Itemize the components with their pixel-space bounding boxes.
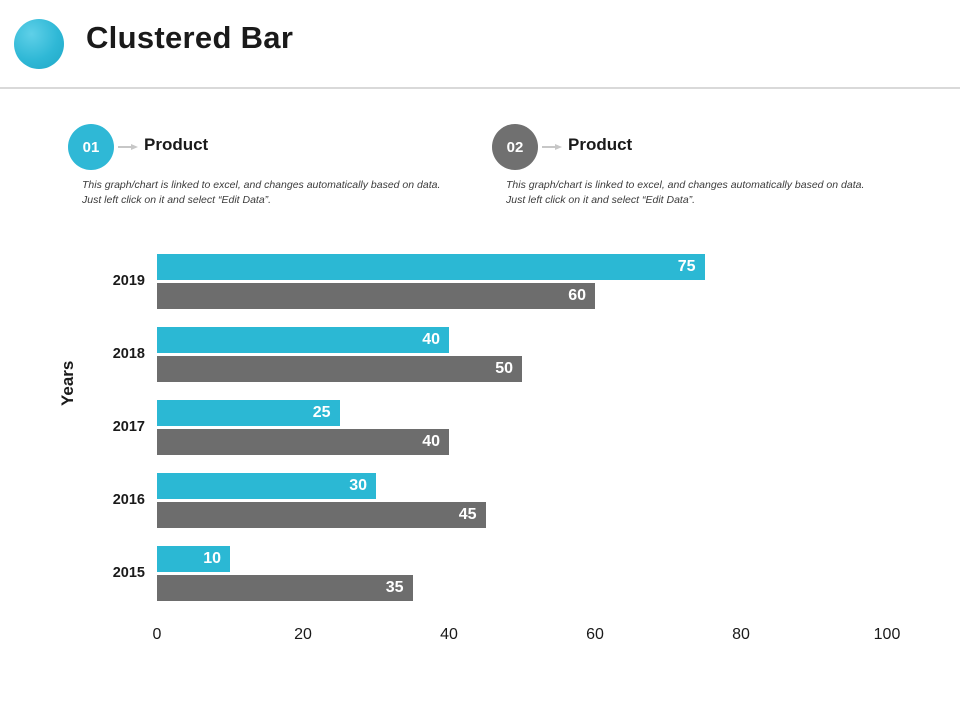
bar-value-label: 10	[203, 550, 221, 567]
x-tick-label: 80	[732, 626, 750, 643]
x-tick-label: 0	[152, 626, 162, 643]
bar[interactable]: 40	[157, 429, 449, 455]
bar-value-label: 45	[458, 506, 477, 523]
bar-group: 2019 75 60	[113, 254, 887, 310]
arrow-right-icon	[542, 144, 564, 150]
x-tick-label: 100	[873, 626, 901, 643]
bar[interactable]: 10	[157, 546, 230, 572]
blue-circle-logo-icon	[14, 19, 64, 69]
category-label: 2018	[112, 346, 145, 362]
bar-group: 2017 25 40	[113, 400, 887, 456]
y-axis-title: Years	[58, 360, 77, 406]
bar-value-label: 60	[568, 287, 586, 304]
clustered-bar-chart: Years 2019 75 60 2018 40 50 2017 25 40 2016 30 45 20…	[0, 236, 960, 656]
category-label: 2017	[112, 419, 145, 435]
header-divider	[0, 87, 960, 89]
bar-value-label: 40	[422, 331, 440, 348]
callout-badge-01: 01	[68, 124, 114, 170]
callout-body-02: This graph/chart is linked to excel, and…	[506, 179, 865, 207]
callout-body-01: This graph/chart is linked to excel, and…	[82, 179, 441, 207]
category-label: 2016	[112, 492, 145, 508]
bar[interactable]: 30	[157, 473, 376, 499]
bar[interactable]: 40	[157, 327, 449, 353]
callout-title-02: Product	[568, 135, 633, 154]
bar-value-label: 25	[312, 404, 331, 421]
x-tick-label: 20	[294, 626, 312, 643]
bar[interactable]: 25	[157, 400, 340, 426]
bar-value-label: 40	[422, 433, 440, 450]
bar[interactable]: 75	[157, 254, 705, 280]
bar-value-label: 50	[495, 360, 513, 377]
bar-group: 2016 30 45	[113, 473, 887, 529]
page-title: Clustered Bar	[86, 20, 294, 55]
bar[interactable]: 45	[157, 502, 486, 528]
arrow-right-icon	[118, 144, 140, 150]
bar[interactable]: 60	[157, 283, 595, 309]
bar-group: 2018 40 50	[113, 327, 887, 383]
x-tick-label: 40	[440, 626, 458, 643]
bar-value-label: 30	[349, 477, 367, 494]
x-axis-ticks: 0 20 40 60 80 100	[153, 626, 901, 652]
bar[interactable]: 50	[157, 356, 522, 382]
x-tick-label: 60	[586, 626, 604, 643]
category-label: 2015	[112, 565, 145, 581]
callout-badge-02: 02	[492, 124, 538, 170]
bar-value-label: 35	[385, 579, 404, 596]
plot-area: 2019 75 60 2018 40 50 2017 25 40 2016 30 45 2015 10 35	[113, 254, 887, 622]
bar-group: 2015 10 35	[113, 546, 887, 602]
callout-title-01: Product	[144, 135, 209, 154]
bar[interactable]: 35	[157, 575, 413, 601]
bar-value-label: 75	[677, 258, 696, 275]
category-label: 2019	[112, 273, 145, 289]
slide-header: Clustered Bar	[0, 0, 960, 89]
